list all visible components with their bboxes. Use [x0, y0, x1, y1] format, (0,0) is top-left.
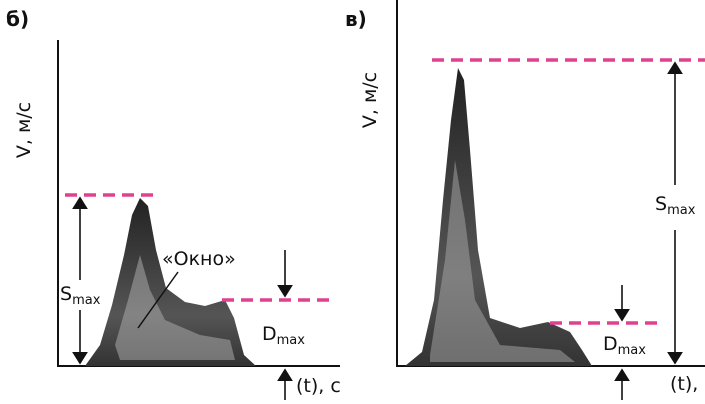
s-max: Smax: [60, 283, 101, 308]
panel-v: в) V, м/с Smax Dmax (t), с: [345, 0, 705, 400]
spectrum: [405, 68, 592, 366]
d-max: Dmax: [262, 323, 305, 348]
panel-label: б): [6, 7, 29, 31]
panel-b: б) V, м/с Smax «Окно» Dmax (t), с: [6, 7, 341, 400]
x-axis-label: (t), с: [670, 373, 705, 395]
spectrum-window: [115, 255, 235, 360]
s-max: Smax: [655, 193, 696, 218]
d-max: Dmax: [603, 333, 646, 358]
window-label: «Окно»: [162, 248, 236, 270]
axes: [396, 0, 705, 367]
pointer: [137, 271, 179, 329]
panel-label: в): [345, 7, 367, 31]
x-axis-label: (t), с: [296, 375, 341, 397]
spectrum-inner: [430, 160, 575, 362]
y-axis-label: V, м/с: [359, 72, 381, 128]
y-axis-label: V, м/с: [13, 102, 35, 158]
